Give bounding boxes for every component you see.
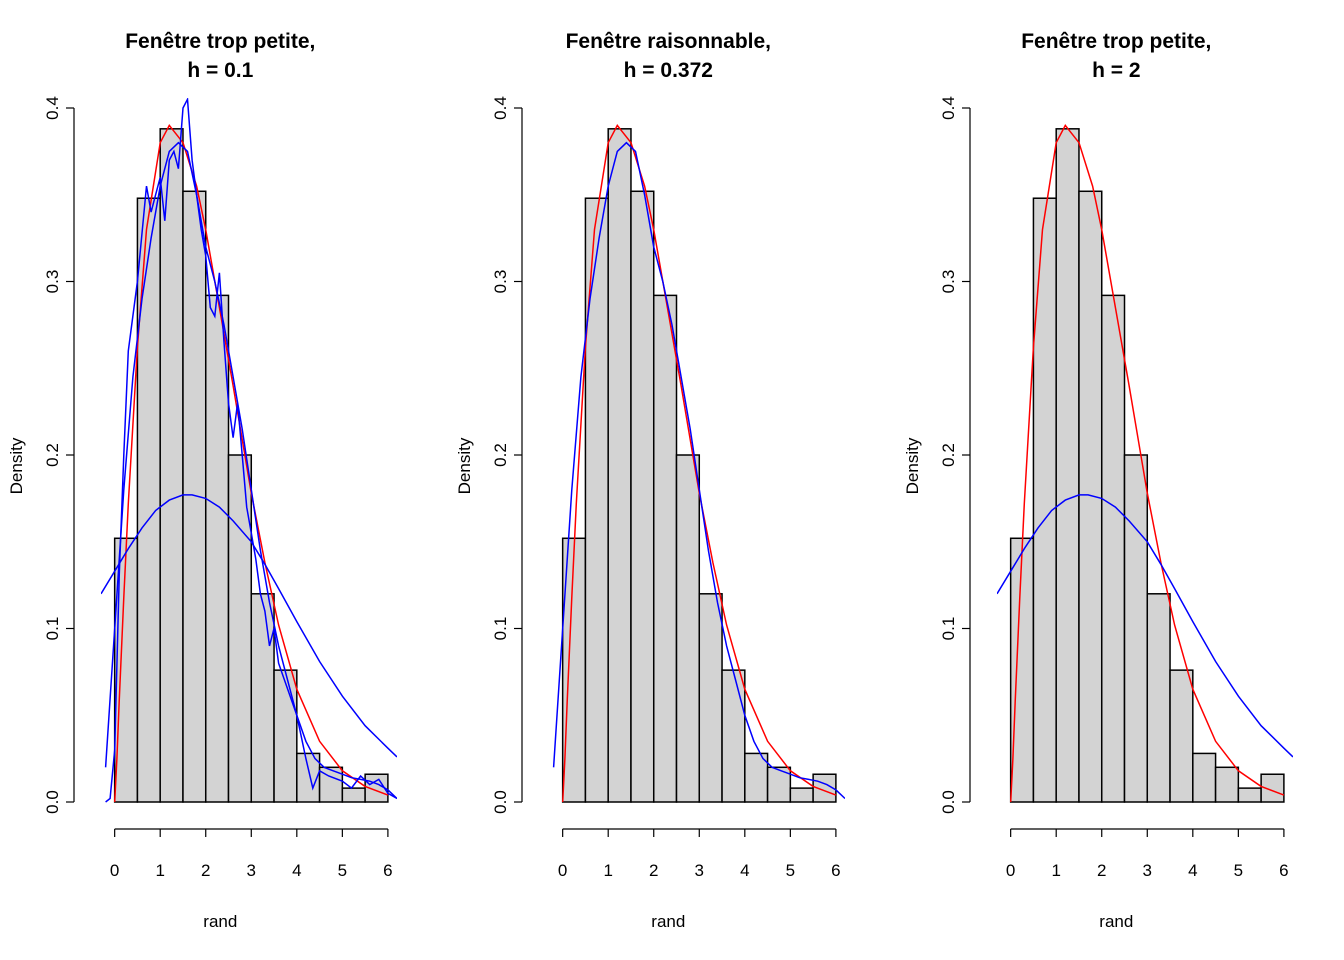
x-tick-label: 3 (695, 861, 704, 880)
histogram-bar (1078, 190, 1103, 803)
y-tick-label: 0.3 (939, 270, 958, 294)
true-density-curve (113, 124, 389, 803)
chart-title-line-1: Fenêtre trop petite, (1021, 30, 1211, 53)
histogram-bar (1055, 128, 1080, 803)
x-tick-label: 5 (786, 861, 795, 880)
y-tick-label: 0.1 (491, 617, 510, 641)
histogram-bar (766, 766, 792, 803)
x-axis-label: rand (651, 912, 685, 931)
kde-curve (997, 494, 1293, 758)
panel-2: Fenêtre raisonnable, h = 0.372 0 1 2 3 4 5 6 0.0 0… (455, 30, 845, 931)
histogram-bar (1192, 752, 1217, 803)
x-tick-label: 4 (292, 861, 301, 880)
histogram-bar (721, 669, 746, 803)
x-tick-label: 4 (1188, 861, 1197, 880)
y-tick-label: 0.0 (491, 790, 510, 814)
histogram-bar (1146, 593, 1171, 803)
histogram-bar (1260, 773, 1285, 803)
x-axis-label: rand (1099, 912, 1133, 931)
kde-curve (105, 98, 397, 803)
histogram-bar (584, 197, 609, 803)
x-tick-label: 6 (1279, 861, 1288, 880)
histogram-bar (250, 593, 275, 803)
x-tick-label: 0 (1006, 861, 1015, 880)
histogram-bar (227, 454, 253, 803)
x-tick-label: 0 (110, 861, 119, 880)
chart-title-line-1: Fenêtre raisonnable, (566, 30, 771, 53)
true-density-curve (1009, 124, 1285, 803)
panel-1: Fenêtre trop petite, h = 0.1 0 1 2 3 4 5 6 0.0 0.1… (7, 30, 397, 931)
histogram-bar (136, 197, 161, 803)
x-tick-label: 0 (558, 861, 567, 880)
y-tick-label: 0.2 (939, 443, 958, 467)
histogram-bar (652, 294, 678, 803)
histogram-bar (1009, 537, 1035, 803)
histogram-bar (273, 669, 298, 803)
x-axis-label: rand (203, 912, 237, 931)
histogram-bar (1237, 787, 1262, 803)
histogram-bar (1032, 197, 1057, 803)
histogram-bar (1100, 294, 1126, 803)
kde-curve (104, 141, 397, 800)
y-tick-label: 0.3 (43, 270, 62, 294)
y-tick-label: 0.4 (491, 96, 510, 120)
y-tick-label: 0.1 (939, 617, 958, 641)
y-tick-label: 0.3 (491, 270, 510, 294)
x-tick-label: 3 (1143, 861, 1152, 880)
histogram-bar (182, 190, 207, 803)
chart-title-line-1: Fenêtre trop petite, (125, 30, 315, 53)
histogram-bar (675, 454, 701, 803)
y-axis-label: Density (455, 437, 474, 494)
chart-title-line-2: h = 2 (1092, 59, 1140, 82)
x-tick-label: 1 (1051, 861, 1060, 880)
y-tick-label: 0.2 (43, 443, 62, 467)
chart-title-line-2: h = 0.1 (187, 59, 253, 82)
chart-title-line-2: h = 0.372 (624, 59, 713, 82)
x-tick-label: 5 (338, 861, 347, 880)
x-tick-label: 2 (649, 861, 658, 880)
panel-3: Fenêtre trop petite, h = 2 0 1 2 3 4 5 6 0.0 0.1 0.… (903, 30, 1293, 931)
histogram-bar (789, 787, 814, 803)
histogram-bar (1123, 454, 1149, 803)
kde-curve (552, 141, 845, 800)
x-tick-label: 5 (1234, 861, 1243, 880)
y-tick-label: 0.1 (43, 617, 62, 641)
histogram-bar (341, 787, 366, 803)
y-tick-label: 0.0 (43, 790, 62, 814)
true-density-curve (561, 124, 837, 803)
x-tick-label: 3 (247, 861, 256, 880)
y-tick-label: 0.4 (43, 96, 62, 120)
y-tick-label: 0.4 (939, 96, 958, 120)
histogram-bar (630, 190, 655, 803)
histogram-bar (159, 128, 184, 803)
x-tick-label: 6 (831, 861, 840, 880)
y-axis-label: Density (7, 437, 26, 494)
x-tick-label: 2 (201, 861, 210, 880)
histogram-bar (1214, 766, 1240, 803)
x-tick-label: 2 (1097, 861, 1106, 880)
histogram-bar (204, 294, 230, 803)
x-tick-label: 4 (740, 861, 749, 880)
y-tick-label: 0.2 (491, 443, 510, 467)
histogram-bar (318, 766, 344, 803)
histogram-bar (607, 128, 632, 803)
x-tick-label: 1 (155, 861, 164, 880)
histogram-bar (698, 593, 723, 803)
x-tick-label: 6 (383, 861, 392, 880)
x-tick-label: 1 (603, 861, 612, 880)
y-axis-label: Density (903, 437, 922, 494)
kde-curve (101, 494, 397, 758)
histogram-bar (1169, 669, 1194, 803)
y-tick-label: 0.0 (939, 790, 958, 814)
